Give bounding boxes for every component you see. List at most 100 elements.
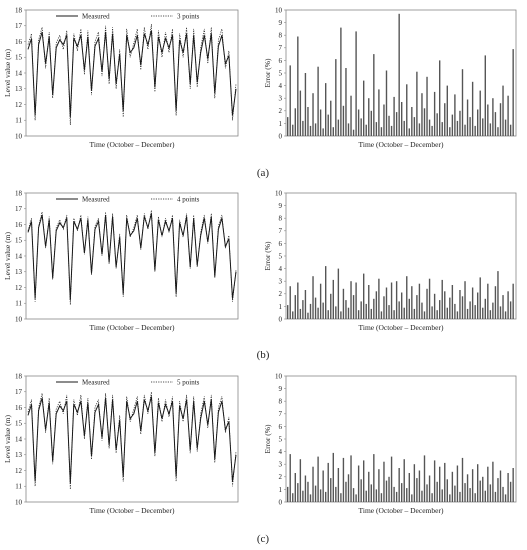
y-tick-label: 10 [15,132,23,140]
y-tick-label: 1 [279,303,283,311]
x-axis-title: Time (October – December) [90,506,175,515]
y-tick-label: 13 [15,85,23,93]
error-bar [466,474,469,502]
y-axis-title: Level value (m) [3,232,12,280]
y-tick-label: 0 [279,315,283,323]
error-bar [302,300,304,319]
series-line-measured [27,396,237,484]
error-bar [340,311,342,319]
y-tick-label: 15 [15,420,23,428]
legend-label-interpolated: 4 points [177,195,200,203]
error-bar [474,305,476,319]
error-bar [499,470,502,502]
error-bar [499,306,502,319]
error-bar [385,70,388,136]
y-tick-label: 6 [279,57,283,65]
y-tick-label: 17 [15,22,23,30]
error-bar [289,65,291,136]
level-chart-b [24,192,239,320]
error-bar [398,301,400,319]
series-line-interpolated [27,210,237,305]
error-chart-c [284,375,517,503]
error-bar [431,493,433,502]
y-tick-label: 5 [279,69,283,77]
y-tick-label: 6 [279,240,283,248]
error-bar [504,311,507,319]
error-bar [390,282,393,319]
error-bar [421,93,423,136]
error-bar [370,110,372,136]
error-bar [289,454,291,502]
error-bar [307,107,309,136]
error-bar [413,117,416,136]
error-bar [365,124,367,136]
error-bar [449,494,451,502]
x-axis-title: Time (October – December) [90,323,175,332]
error-bar [373,54,375,136]
error-bar [383,104,385,136]
error-bar [504,494,507,502]
y-tick-label: 5 [279,435,283,443]
y-tick-label: 15 [15,54,23,62]
y-axis-title: Error (%) [263,241,272,270]
error-bar [509,301,512,319]
error-bar [332,452,334,502]
error-bar [487,104,489,136]
error-bar [304,475,307,502]
error-bar [299,459,302,502]
error-bar [406,84,408,136]
y-tick-label: 11 [15,117,22,125]
error-bar [494,286,497,319]
y-tick-label: 16 [15,404,23,412]
error-bar [489,123,492,136]
y-tick-label: 15 [15,237,23,245]
x-axis-title: Time (October – December) [90,140,175,149]
y-tick-label: 3 [279,461,283,469]
y-tick-label: 11 [15,300,22,308]
error-bar [428,119,431,136]
y-tick-label: 10 [275,189,283,197]
error-bar [413,308,416,319]
error-bar [406,488,408,502]
y-tick-label: 4 [279,265,283,273]
error-bar [441,279,443,319]
error-bar [380,493,383,502]
error-bar [390,125,393,136]
legend-label-measured: Measured [82,378,110,386]
error-bar [464,483,466,502]
y-tick-label: 2 [279,290,283,298]
error-bar [289,286,291,319]
error-bar [380,127,383,136]
error-bar [459,290,461,319]
series-line-measured [27,30,237,118]
error-bar [464,124,466,136]
error-bar [319,489,322,502]
error-bar [307,481,309,502]
error-bar [436,113,438,136]
error-bar [456,120,459,136]
error-bar [375,122,378,136]
error-bar [439,466,441,502]
level-chart-a [24,9,239,137]
error-bar [350,281,352,319]
error-bar [456,311,459,319]
error-bar [304,73,307,136]
error-bar [314,485,317,502]
y-tick-label: 8 [279,398,283,406]
error-bar [461,69,464,136]
error-bar [319,283,322,319]
error-bar [398,468,400,502]
level-chart-c [24,375,239,503]
y-tick-label: 10 [15,498,23,506]
x-axis-title: Time (October – December) [359,506,444,515]
error-bar [360,301,362,319]
error-bar [363,80,365,136]
y-tick-label: 10 [15,315,23,323]
error-bar [337,468,340,502]
error-bar [307,312,309,319]
error-bar [347,474,350,502]
error-bar [421,302,423,319]
error-bar [370,308,372,319]
error-bar [309,303,312,319]
error-bar [304,290,307,319]
